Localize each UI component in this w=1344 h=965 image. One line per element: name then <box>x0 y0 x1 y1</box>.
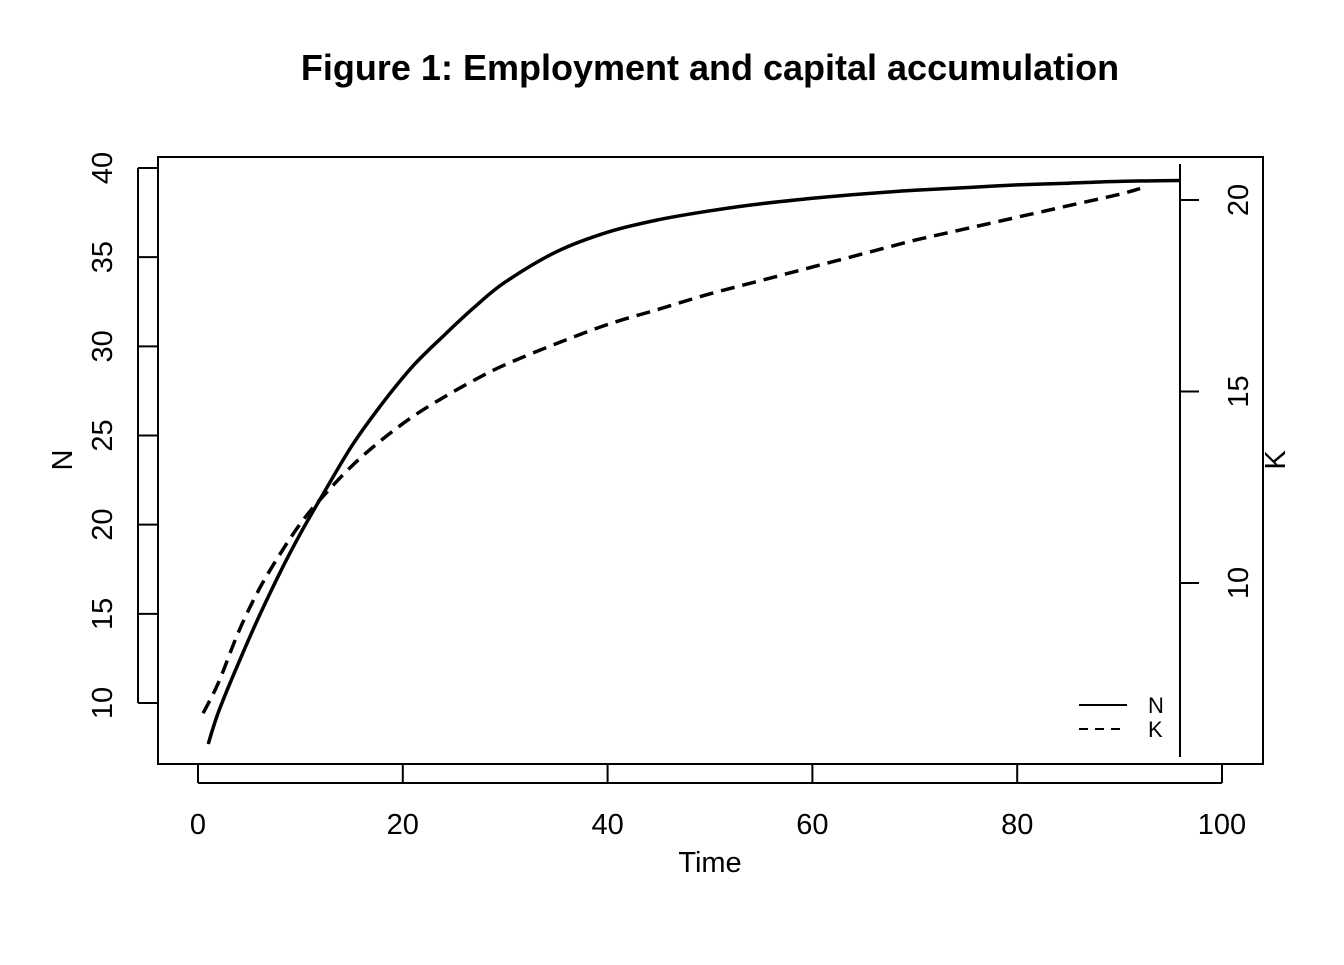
chart-title: Figure 1: Employment and capital accumul… <box>301 47 1119 88</box>
y-tick-label: 20 <box>87 509 119 541</box>
x-tick-label: 80 <box>1001 809 1033 841</box>
x-tick-label: 60 <box>796 809 828 841</box>
plot-frame <box>157 156 1264 765</box>
x-axis-title: Time <box>678 847 741 879</box>
y-tick-label: 30 <box>87 330 119 362</box>
y-tick-label: 10 <box>87 687 119 719</box>
x-tick-label: 40 <box>591 809 623 841</box>
y2-tick-label: 10 <box>1223 567 1255 599</box>
series-line-n <box>206 178 1182 745</box>
legend: N K <box>1079 693 1164 742</box>
y-axis-right: 10 15 20 <box>1179 164 1255 757</box>
x-tick-label: 0 <box>190 809 206 841</box>
y2-tick-label: 15 <box>1223 375 1255 407</box>
x-axis: 0 20 40 60 80 100 <box>190 765 1246 841</box>
y2-axis-title: K <box>1260 450 1292 470</box>
y-tick-label: 35 <box>87 241 119 273</box>
series-layer <box>201 178 1182 745</box>
y-tick-label: 25 <box>87 419 119 451</box>
y-tick-label: 15 <box>87 598 119 630</box>
y-axis-title: N <box>47 450 79 471</box>
x-tick-label: 20 <box>387 809 419 841</box>
y-axis-left: 10 15 20 25 30 35 40 <box>87 152 157 719</box>
legend-label-k: K <box>1148 717 1163 742</box>
series-line-k <box>201 186 1141 714</box>
y2-tick-label: 20 <box>1223 184 1255 216</box>
x-tick-label: 100 <box>1198 809 1246 841</box>
y-tick-label: 40 <box>87 152 119 184</box>
legend-label-n: N <box>1148 693 1164 718</box>
